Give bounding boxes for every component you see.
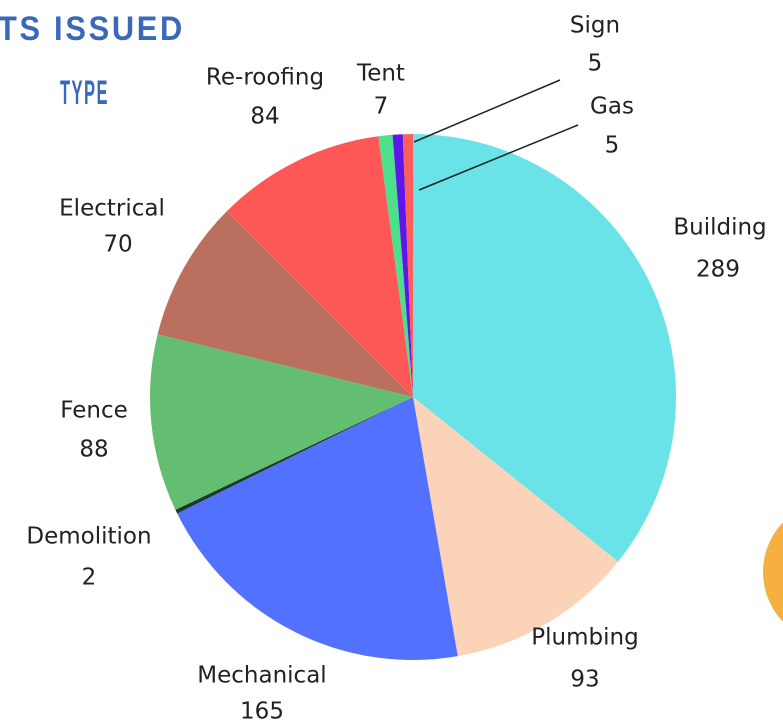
chart-title: TYPE <box>60 74 109 112</box>
pie <box>149 134 676 660</box>
pie-slice <box>413 397 619 657</box>
slice-value: 5 <box>605 133 620 159</box>
slice-label: Plumbing <box>531 625 638 651</box>
slice-label: Building <box>673 215 766 241</box>
pie-slice <box>149 334 413 510</box>
slice-value: 289 <box>696 257 740 283</box>
slice-label: Re-roofing <box>206 65 324 91</box>
pie-slice <box>157 211 413 397</box>
slice-value: 165 <box>240 699 284 721</box>
slice-label: Demolition <box>26 524 151 550</box>
pie-slice <box>392 134 413 397</box>
slice-value: 84 <box>250 104 279 130</box>
slice-label: Sign <box>570 13 620 39</box>
slice-label: Gas <box>590 94 634 120</box>
leader-line <box>413 79 561 143</box>
leader-line <box>418 124 579 191</box>
slice-label: Electrical <box>59 196 165 222</box>
pie-slice <box>177 397 458 660</box>
pie-slice <box>413 134 676 562</box>
pie-slice <box>378 134 413 397</box>
pie-slice <box>402 134 413 397</box>
slice-value: 7 <box>374 94 389 120</box>
chart-title: TS ISSUED <box>0 10 185 48</box>
slice-label: Mechanical <box>197 663 326 689</box>
pie-slice <box>175 397 413 514</box>
slice-label: Fence <box>60 398 128 424</box>
slice-value: 70 <box>103 232 132 258</box>
slice-value: 88 <box>79 437 108 463</box>
slice-value: 2 <box>82 565 97 591</box>
slice-label: Tent <box>356 61 405 87</box>
pie-slice <box>227 136 413 397</box>
slice-value: 93 <box>570 667 599 693</box>
decor-circle <box>763 522 783 622</box>
slice-value: 5 <box>588 51 603 77</box>
